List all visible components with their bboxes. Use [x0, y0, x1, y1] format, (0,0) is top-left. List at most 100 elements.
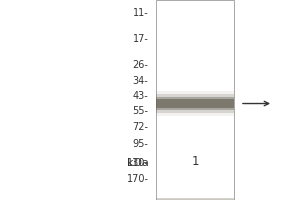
Bar	[156, 199, 234, 200]
Bar	[156, 198, 234, 199]
Bar	[156, 198, 234, 199]
Bar	[156, 198, 234, 199]
Bar	[156, 199, 234, 200]
Bar	[156, 0, 234, 200]
Bar	[156, 199, 234, 200]
Bar	[156, 199, 234, 200]
Bar	[156, 199, 234, 200]
Text: 26-: 26-	[133, 60, 148, 70]
Bar	[156, 199, 234, 200]
Bar	[156, 198, 234, 199]
Bar	[156, 199, 234, 200]
Bar	[156, 198, 234, 199]
Bar	[156, 198, 234, 199]
Bar	[156, 198, 234, 199]
Bar	[156, 198, 234, 199]
Bar	[156, 199, 234, 200]
Bar	[156, 198, 234, 199]
Bar	[156, 199, 234, 200]
Bar	[156, 199, 234, 200]
Bar	[156, 199, 234, 200]
Text: 17-: 17-	[133, 34, 148, 44]
Bar	[156, 199, 234, 200]
Bar	[156, 199, 234, 200]
Bar	[156, 198, 234, 199]
Bar	[156, 198, 234, 199]
Bar	[156, 198, 234, 199]
Bar	[156, 199, 234, 200]
Bar	[156, 198, 234, 199]
Bar	[156, 198, 234, 199]
Bar	[156, 199, 234, 200]
Bar	[156, 198, 234, 199]
Bar	[156, 199, 234, 200]
Bar	[156, 198, 234, 199]
Bar	[156, 198, 234, 199]
Bar	[156, 199, 234, 200]
Bar	[156, 198, 234, 199]
Bar	[156, 198, 234, 199]
Bar	[156, 199, 234, 200]
Bar	[156, 199, 234, 200]
Text: 130-: 130-	[127, 158, 148, 168]
Bar	[156, 198, 234, 199]
Text: 72-: 72-	[133, 122, 148, 132]
Bar	[156, 199, 234, 200]
Bar	[156, 198, 234, 199]
Bar	[156, 199, 234, 200]
Bar	[156, 198, 234, 199]
Bar	[156, 199, 234, 200]
Bar	[156, 198, 234, 199]
Bar	[156, 198, 234, 199]
Text: kDa: kDa	[127, 158, 148, 168]
Bar	[156, 199, 234, 200]
Bar	[156, 199, 234, 200]
Bar	[156, 199, 234, 200]
Bar	[156, 91, 234, 99]
Bar	[156, 198, 234, 199]
Bar	[156, 198, 234, 199]
Bar	[156, 199, 234, 200]
Bar	[156, 199, 234, 200]
Text: 43-: 43-	[133, 91, 148, 101]
Bar	[156, 198, 234, 199]
Bar	[156, 198, 234, 199]
Bar	[156, 198, 234, 199]
Text: 34-: 34-	[133, 76, 148, 86]
Bar	[156, 199, 234, 200]
Bar	[156, 199, 234, 200]
Bar	[156, 198, 234, 199]
Bar	[156, 199, 234, 200]
Bar	[156, 199, 234, 200]
Bar	[156, 199, 234, 200]
Bar	[156, 198, 234, 199]
Bar	[156, 199, 234, 200]
Bar	[156, 199, 234, 200]
Bar	[156, 199, 234, 200]
Bar	[156, 198, 234, 199]
Text: 95-: 95-	[133, 139, 148, 149]
Bar	[156, 198, 234, 199]
Bar	[156, 198, 234, 199]
Bar	[156, 198, 234, 199]
Bar	[156, 198, 234, 199]
Bar	[156, 199, 234, 200]
Bar	[156, 199, 234, 200]
Bar	[156, 198, 234, 199]
Bar	[156, 199, 234, 200]
Bar	[156, 198, 234, 199]
Bar	[156, 199, 234, 200]
Bar	[156, 198, 234, 199]
Bar	[156, 108, 234, 113]
Bar	[156, 198, 234, 199]
Text: 1: 1	[191, 155, 199, 168]
Bar	[156, 198, 234, 199]
Bar	[156, 198, 234, 199]
Bar	[156, 198, 234, 199]
Text: 170-: 170-	[127, 174, 148, 184]
Bar	[156, 198, 234, 199]
Bar	[156, 199, 234, 200]
Bar	[156, 198, 234, 199]
Bar	[156, 199, 234, 200]
Bar	[156, 198, 234, 199]
